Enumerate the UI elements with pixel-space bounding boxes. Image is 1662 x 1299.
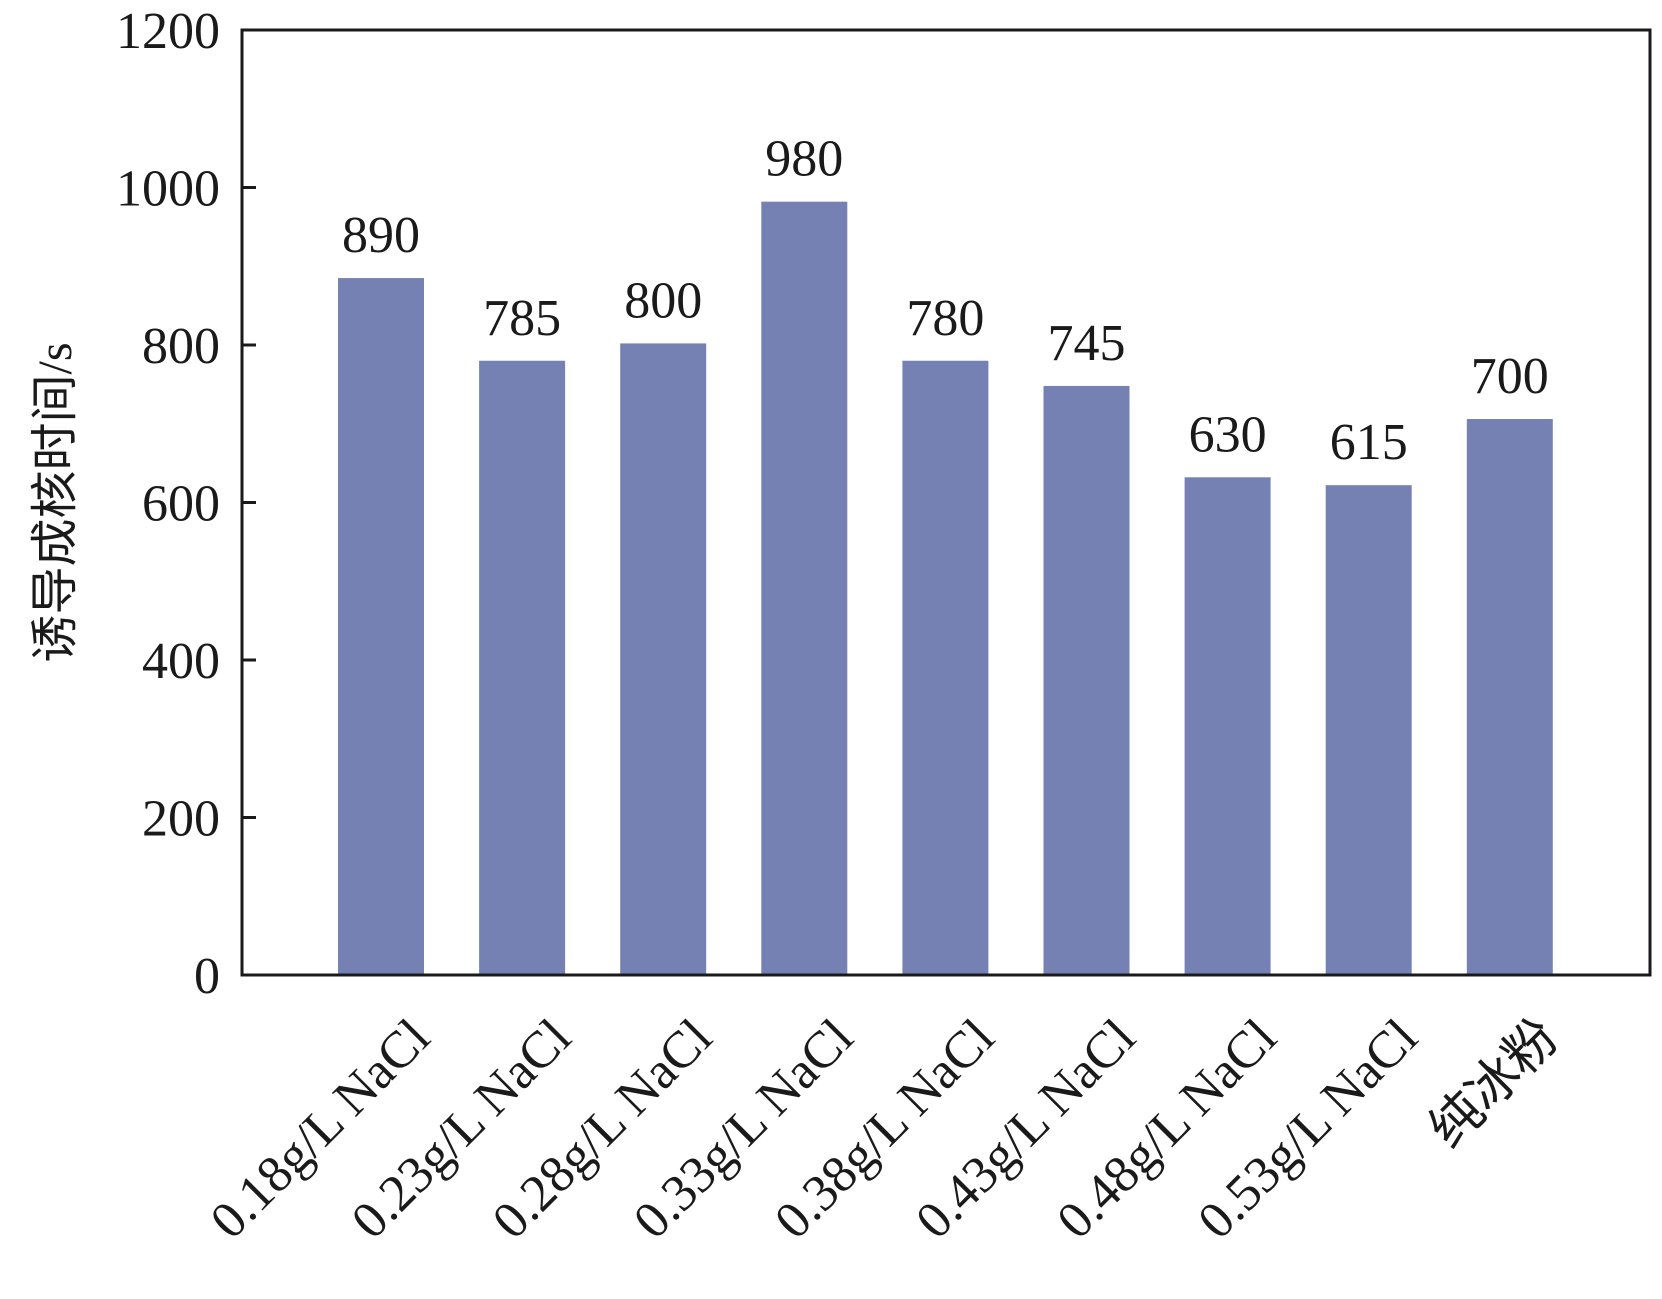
bar-value-label: 780 [906,290,984,347]
bar-value-label: 745 [1048,315,1126,372]
y-ticks-group: 0 200 400 600 800 1000 1200 [116,3,256,1005]
bar [338,278,424,975]
bar-value-label: 890 [342,207,420,264]
bar-value-label: 785 [483,290,561,347]
y-tick-label: 1200 [116,3,220,60]
bar [1184,477,1271,975]
bar [620,343,707,975]
bar-value-label: 700 [1471,348,1549,405]
y-tick-label: 400 [142,633,220,690]
bar [1466,419,1553,975]
y-tick-label: 800 [142,318,220,375]
x-category-label: 纯冰粉 [1419,1009,1570,1160]
data-labels-group: 890 785 800 980 780 745 630 615 700 [342,131,1549,471]
bars-group [338,201,1553,976]
y-tick-label: 1000 [116,161,220,218]
bar [1043,385,1130,975]
y-tick-label: 200 [142,791,220,848]
bar-value-label: 615 [1330,414,1408,471]
bar-value-label: 980 [765,131,843,188]
bar [479,360,566,975]
bar [1325,485,1412,975]
bar [761,201,848,976]
bar-value-label: 800 [624,272,702,329]
y-axis-title: 诱导成核时间/s [29,342,82,662]
y-tick-label: 600 [142,476,220,533]
y-tick-label: 0 [194,948,220,1005]
bar-value-label: 630 [1189,406,1267,463]
bar [902,360,989,975]
